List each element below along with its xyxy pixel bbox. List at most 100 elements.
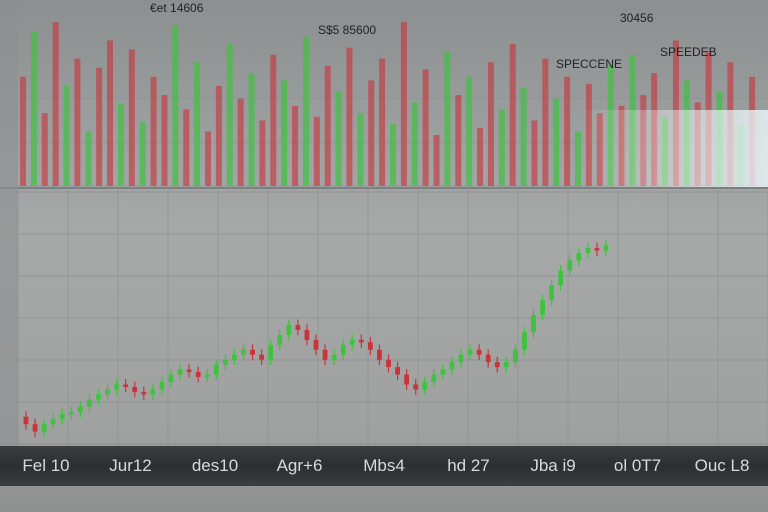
volume-bar xyxy=(509,44,516,186)
volume-bar xyxy=(41,113,48,186)
volume-bar xyxy=(96,67,103,186)
candle-body xyxy=(512,349,518,363)
volume-bar xyxy=(215,85,222,186)
top-label: €et 14606 xyxy=(150,1,204,15)
candle-body xyxy=(549,285,555,301)
volume-bar xyxy=(357,113,364,186)
volume-bar xyxy=(433,135,440,186)
candle-body xyxy=(367,342,373,350)
candle-body xyxy=(449,362,455,370)
candle-body xyxy=(422,382,428,390)
volume-bar xyxy=(477,127,484,186)
candle-body xyxy=(141,391,147,395)
candle-body xyxy=(431,374,437,382)
candle-body xyxy=(250,349,255,355)
volume-bar xyxy=(107,40,114,187)
volume-bar xyxy=(498,109,505,186)
candle-body xyxy=(386,359,391,368)
volume-bar xyxy=(335,91,342,186)
volume-bar xyxy=(117,104,124,186)
x-tick-label: ol 0T7 xyxy=(614,456,661,475)
candle-body xyxy=(96,394,101,400)
volume-bar xyxy=(444,51,451,186)
x-tick-label: Agr+6 xyxy=(277,456,323,475)
candle-body xyxy=(150,389,156,395)
candle-body xyxy=(277,334,283,345)
candle-body xyxy=(105,389,110,395)
candlestick-series xyxy=(23,240,609,438)
x-tick-label: des10 xyxy=(192,456,238,475)
volume-bar xyxy=(183,109,190,186)
volume-bar xyxy=(281,80,288,186)
x-axis-band xyxy=(0,446,768,486)
candle-body xyxy=(259,354,265,360)
volume-bar xyxy=(63,85,70,186)
candle-body xyxy=(87,399,92,407)
volume-bar xyxy=(30,31,37,186)
volume-bar xyxy=(248,73,255,186)
x-tick-label: Fel 10 xyxy=(22,456,69,475)
volume-bar xyxy=(455,95,462,186)
candle-body xyxy=(395,367,400,375)
volume-bar xyxy=(542,58,549,186)
volume-bar xyxy=(205,131,211,186)
volume-bar xyxy=(346,47,353,187)
candle-body xyxy=(232,354,237,360)
volume-bar xyxy=(172,25,179,187)
candle-body xyxy=(485,354,491,363)
candle-body xyxy=(68,411,74,415)
candle-body xyxy=(186,369,192,373)
candle-body xyxy=(322,349,328,360)
top-label: SPEEDEB xyxy=(660,45,717,59)
candle-body xyxy=(286,324,292,335)
candle-body xyxy=(340,344,346,355)
candle-body xyxy=(503,362,509,368)
volume-bar xyxy=(520,87,527,186)
candle-body xyxy=(377,349,382,360)
candle-body xyxy=(349,339,355,345)
candle-body xyxy=(603,245,609,251)
x-tick-label: Jur12 xyxy=(109,456,152,475)
volume-bar xyxy=(20,76,26,186)
candle-body xyxy=(304,329,310,340)
x-tick-label: Mbs4 xyxy=(363,456,405,475)
candle-body xyxy=(404,374,410,385)
candle-body xyxy=(522,332,527,350)
candle-body xyxy=(204,374,210,378)
volume-bar xyxy=(553,98,560,186)
volume-bar xyxy=(487,62,494,186)
volume-bar xyxy=(302,36,309,187)
candle-body xyxy=(222,359,228,365)
volume-bar xyxy=(237,98,244,186)
top-labels: €et 14606 S$5 85600 30456 SPECCENE SPEEDEB xyxy=(150,1,717,71)
volume-bar xyxy=(411,102,418,186)
top-label: 30456 xyxy=(620,11,654,25)
candle-body xyxy=(114,384,120,390)
volume-bar xyxy=(128,49,135,186)
candle-body xyxy=(159,382,165,390)
top-label: S$5 85600 xyxy=(318,23,376,37)
candle-body xyxy=(241,349,246,355)
volume-bar xyxy=(292,105,299,186)
volume-bar xyxy=(194,62,201,186)
candle-body xyxy=(195,372,201,378)
candle-body xyxy=(467,349,473,355)
volume-bar xyxy=(270,54,277,187)
candle-body xyxy=(585,248,591,254)
volume-bar xyxy=(313,116,320,186)
candle-body xyxy=(458,354,464,363)
candle-body xyxy=(576,253,582,261)
candle-body xyxy=(213,364,219,375)
volume-bar xyxy=(52,22,59,187)
candle-body xyxy=(59,414,65,420)
x-axis-ticks: Fel 10 Jur12 des10 Agr+6 Mbs4 hd 27 Jba i9 ol 0… xyxy=(22,456,749,475)
candle-body xyxy=(594,248,600,251)
candle-body xyxy=(77,406,83,412)
volume-bar xyxy=(390,124,396,186)
candle-body xyxy=(494,362,500,368)
upper-glow xyxy=(580,110,768,188)
volume-bar xyxy=(259,120,266,186)
candle-body xyxy=(567,260,573,271)
volume-bar xyxy=(564,76,571,186)
